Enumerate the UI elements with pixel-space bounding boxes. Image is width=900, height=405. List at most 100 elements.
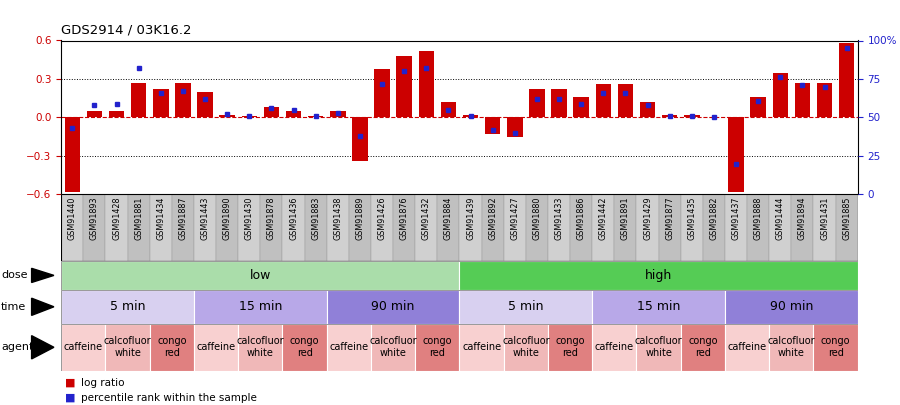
- Bar: [327, 194, 349, 261]
- Bar: [684, 115, 699, 117]
- Polygon shape: [32, 298, 54, 315]
- Bar: [659, 194, 680, 261]
- Text: GSM91876: GSM91876: [400, 196, 409, 240]
- Polygon shape: [32, 336, 54, 359]
- Bar: [220, 115, 235, 117]
- Text: percentile rank within the sample: percentile rank within the sample: [81, 393, 256, 403]
- Text: GSM91435: GSM91435: [688, 196, 697, 240]
- Bar: [393, 194, 415, 261]
- Bar: [548, 194, 570, 261]
- Bar: [238, 194, 260, 261]
- Bar: [835, 194, 858, 261]
- Text: caffeine: caffeine: [595, 342, 634, 352]
- Text: GSM91427: GSM91427: [510, 196, 519, 240]
- Bar: [149, 324, 194, 371]
- Bar: [128, 194, 149, 261]
- Bar: [770, 324, 814, 371]
- Text: GSM91887: GSM91887: [178, 196, 187, 240]
- Text: GSM91443: GSM91443: [201, 196, 210, 240]
- Bar: [817, 83, 833, 117]
- Text: calcofluor
white: calcofluor white: [104, 337, 151, 358]
- Text: congo
red: congo red: [290, 337, 320, 358]
- Text: GSM91889: GSM91889: [356, 196, 364, 240]
- Bar: [485, 117, 500, 134]
- Bar: [371, 324, 415, 371]
- Bar: [459, 324, 504, 371]
- Text: GSM91885: GSM91885: [842, 196, 851, 240]
- Bar: [327, 324, 371, 371]
- Text: caffeine: caffeine: [462, 342, 501, 352]
- Bar: [459, 194, 482, 261]
- Bar: [504, 324, 548, 371]
- Text: GSM91442: GSM91442: [598, 196, 608, 240]
- Polygon shape: [32, 269, 54, 283]
- Bar: [662, 115, 678, 117]
- Text: calcofluor
white: calcofluor white: [502, 337, 550, 358]
- Bar: [772, 72, 788, 117]
- Text: GSM91877: GSM91877: [665, 196, 674, 240]
- Bar: [839, 43, 854, 117]
- Bar: [570, 194, 592, 261]
- Text: GSM91426: GSM91426: [377, 196, 386, 240]
- Bar: [283, 324, 327, 371]
- Text: GSM91886: GSM91886: [577, 196, 586, 240]
- Bar: [636, 194, 659, 261]
- Bar: [791, 194, 814, 261]
- Text: GSM91430: GSM91430: [245, 196, 254, 240]
- Text: GSM91428: GSM91428: [112, 196, 121, 240]
- Bar: [617, 84, 633, 117]
- Bar: [260, 194, 283, 261]
- Bar: [238, 324, 283, 371]
- Bar: [814, 194, 835, 261]
- Bar: [330, 111, 346, 117]
- Bar: [194, 194, 216, 261]
- Text: GSM91432: GSM91432: [422, 196, 431, 240]
- Text: log ratio: log ratio: [81, 377, 124, 388]
- Bar: [680, 324, 725, 371]
- Text: GSM91878: GSM91878: [267, 196, 276, 240]
- Bar: [216, 194, 239, 261]
- Text: congo
red: congo red: [688, 337, 717, 358]
- Bar: [197, 92, 212, 117]
- Text: caffeine: caffeine: [727, 342, 767, 352]
- Bar: [61, 290, 194, 324]
- Text: GSM91433: GSM91433: [554, 196, 563, 240]
- Text: congo
red: congo red: [555, 337, 585, 358]
- Text: dose: dose: [1, 271, 27, 280]
- Text: high: high: [645, 269, 672, 282]
- Bar: [814, 324, 858, 371]
- Text: caffeine: caffeine: [329, 342, 368, 352]
- Text: GSM91438: GSM91438: [333, 196, 342, 240]
- Bar: [61, 194, 84, 261]
- Bar: [573, 97, 589, 117]
- Text: calcofluor
white: calcofluor white: [768, 337, 815, 358]
- Bar: [374, 69, 390, 117]
- Bar: [194, 324, 239, 371]
- Bar: [61, 261, 459, 290]
- Text: 5 min: 5 min: [508, 300, 544, 313]
- Bar: [548, 324, 592, 371]
- Bar: [770, 194, 791, 261]
- Bar: [725, 290, 858, 324]
- Bar: [264, 107, 279, 117]
- Bar: [283, 194, 304, 261]
- Bar: [703, 194, 725, 261]
- Text: GSM91883: GSM91883: [311, 196, 320, 240]
- Text: ■: ■: [65, 377, 76, 388]
- Text: caffeine: caffeine: [196, 342, 236, 352]
- Bar: [482, 194, 504, 261]
- Text: GSM91890: GSM91890: [222, 196, 231, 240]
- Bar: [176, 83, 191, 117]
- Bar: [153, 89, 168, 117]
- Bar: [371, 194, 393, 261]
- Bar: [308, 116, 323, 117]
- Bar: [352, 117, 367, 161]
- Text: congo
red: congo red: [821, 337, 850, 358]
- Bar: [194, 290, 327, 324]
- Text: GSM91888: GSM91888: [753, 196, 762, 240]
- Text: calcofluor
white: calcofluor white: [369, 337, 417, 358]
- Bar: [728, 117, 743, 192]
- Bar: [596, 84, 611, 117]
- Bar: [725, 324, 770, 371]
- Text: 5 min: 5 min: [110, 300, 145, 313]
